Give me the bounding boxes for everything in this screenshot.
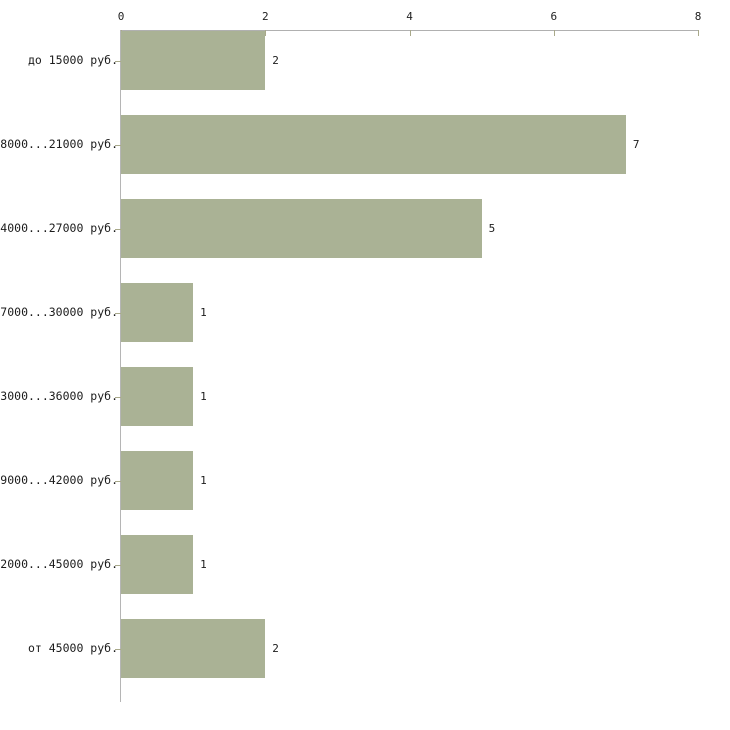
category-label: от 45000 руб. — [27, 640, 118, 655]
bar-value-label: 7 — [632, 137, 640, 151]
x-axis-tick-label: 6 — [550, 10, 558, 23]
category-label: 24000...27000 руб. — [0, 220, 118, 235]
x-axis-tick — [265, 30, 267, 36]
y-axis-line — [120, 30, 121, 702]
x-axis-tick-label: 8 — [694, 10, 702, 23]
x-axis-tick — [553, 30, 555, 36]
y-axis-tick — [115, 480, 121, 482]
category-label: 18000...21000 руб. — [0, 136, 118, 151]
y-axis-tick — [115, 648, 121, 650]
bar-value-label: 1 — [200, 389, 207, 403]
y-axis-tick — [115, 564, 121, 566]
bar[interactable] — [121, 31, 266, 90]
x-axis-tick-label: 2 — [261, 10, 269, 23]
x-axis-tick — [698, 30, 699, 36]
bar-value-label: 1 — [200, 473, 207, 487]
category-label: 27000...30000 руб. — [0, 304, 118, 319]
y-axis-tick — [115, 396, 121, 398]
bar[interactable] — [121, 619, 266, 678]
bar-value-label: 5 — [488, 221, 496, 235]
bar[interactable] — [121, 535, 194, 594]
bar[interactable] — [121, 283, 194, 342]
y-axis-tick — [115, 228, 121, 230]
bar-value-label: 2 — [272, 53, 279, 67]
x-axis-tick — [409, 30, 411, 36]
bar-value-label: 1 — [200, 305, 207, 319]
bar-value-label: 1 — [200, 557, 207, 571]
y-axis-tick — [115, 60, 121, 62]
bar-value-label: 2 — [272, 641, 279, 655]
category-label: 42000...45000 руб. — [0, 556, 118, 571]
y-axis-tick — [115, 312, 121, 314]
category-label: до 15000 руб. — [27, 52, 118, 67]
y-axis-tick — [115, 144, 121, 146]
category-label: 33000...36000 руб. — [0, 388, 118, 403]
bar[interactable] — [121, 115, 626, 174]
bar[interactable] — [121, 199, 482, 258]
bar[interactable] — [121, 367, 194, 426]
x-axis-tick-label: 4 — [406, 10, 413, 23]
bar[interactable] — [121, 451, 194, 510]
x-axis-tick-label: 0 — [117, 10, 125, 23]
category-label: 39000...42000 руб. — [0, 472, 118, 487]
